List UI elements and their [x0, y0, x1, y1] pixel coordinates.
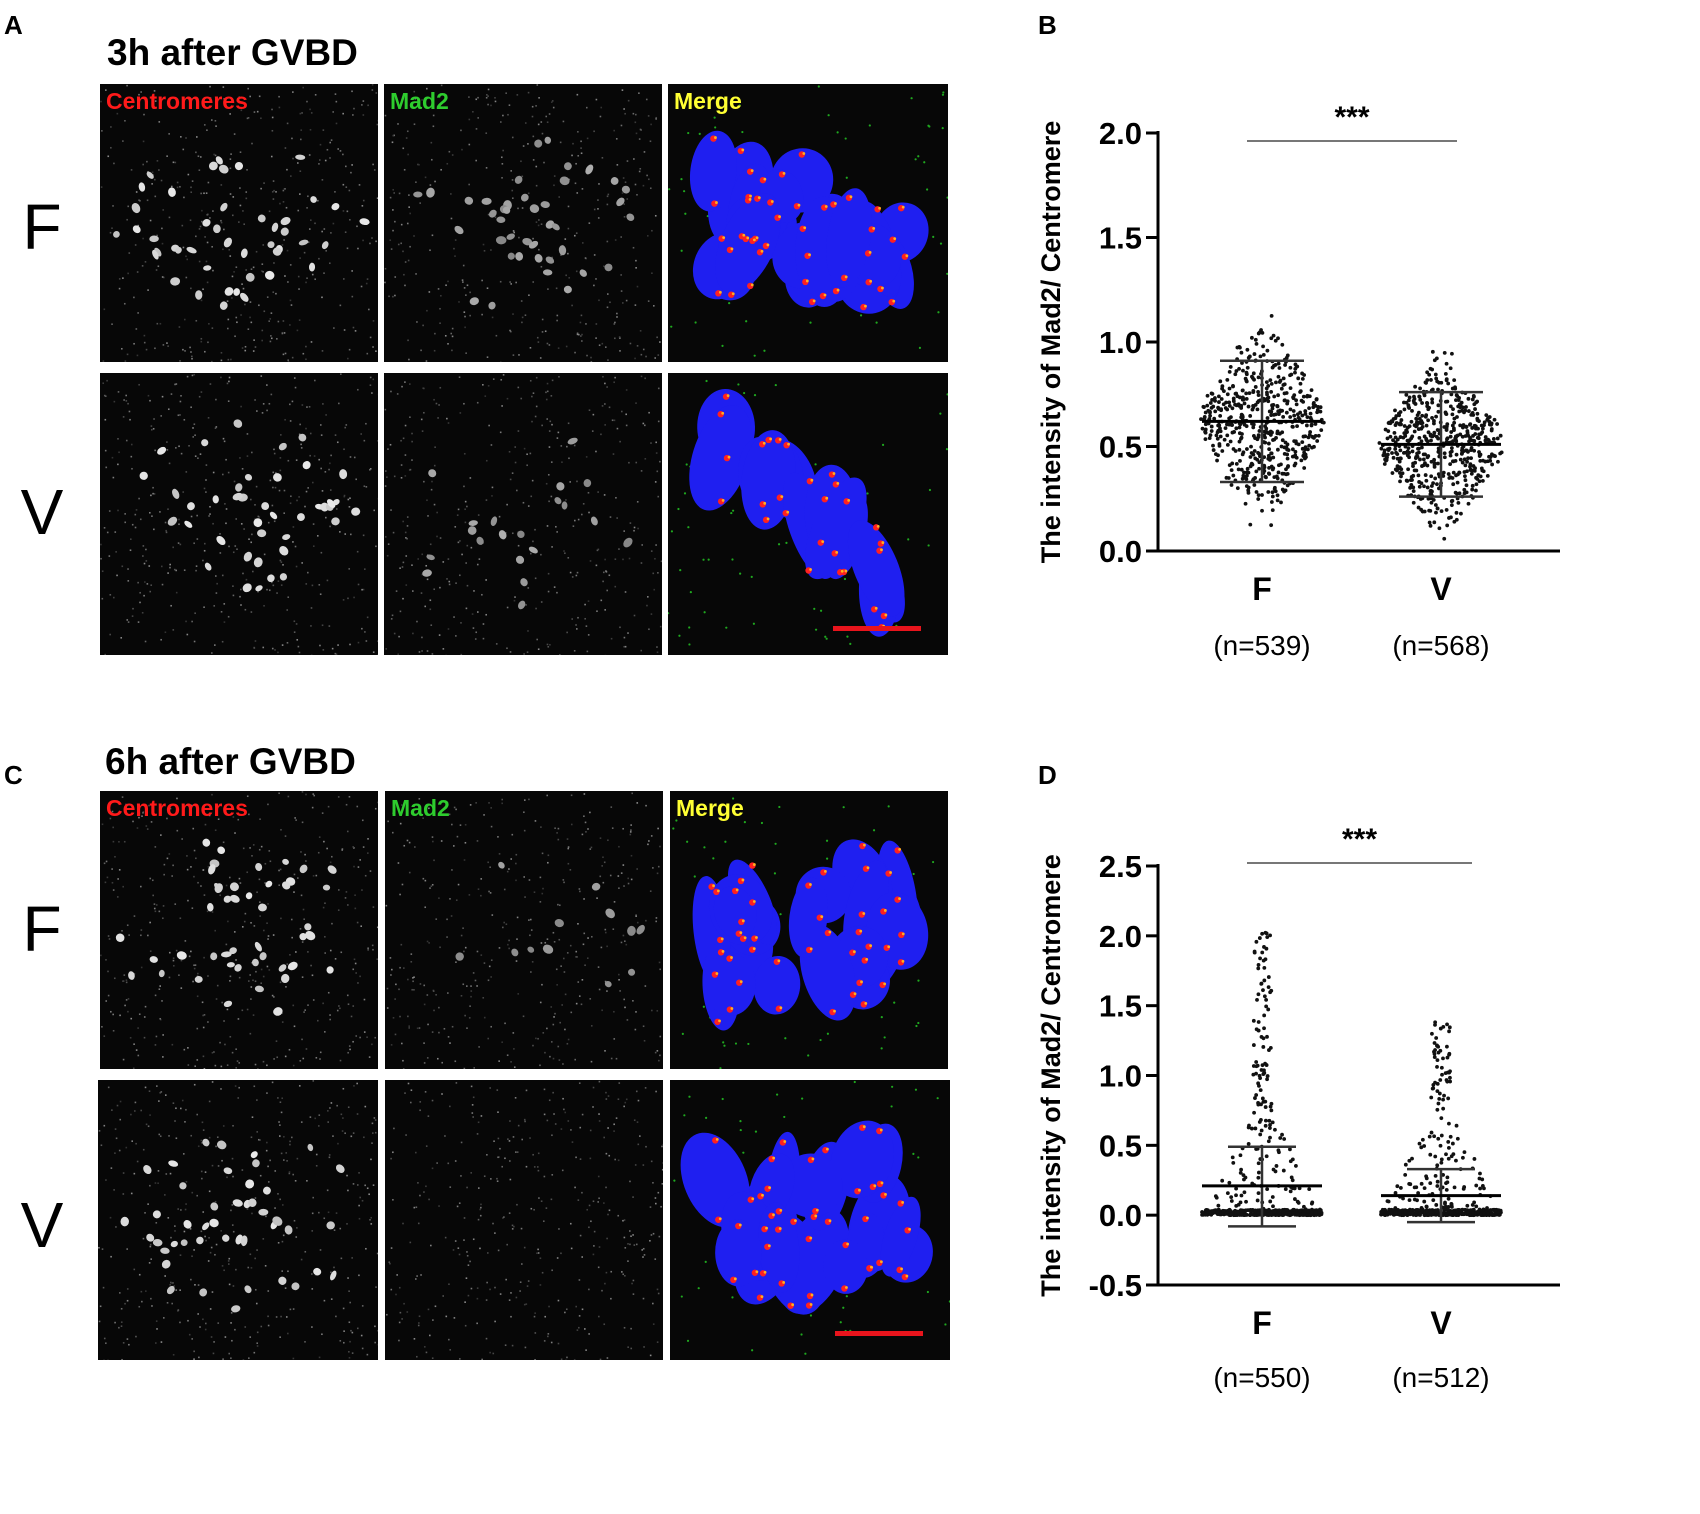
- channel-label-merge: Merge: [674, 88, 742, 114]
- micrograph-c-v-merge: [670, 1080, 950, 1360]
- micrograph-c-f-merge: Merge: [670, 791, 948, 1069]
- micrograph-image: [670, 791, 948, 1069]
- panel-c-row-label-f: F: [22, 893, 62, 965]
- micrograph-image: [385, 1080, 663, 1360]
- channel-label-centromeres: Centromeres: [106, 88, 248, 114]
- micrograph-c-v-mad2: [385, 1080, 663, 1360]
- micrograph-c-f-mad2: Mad2: [385, 791, 663, 1069]
- micrograph-image: [384, 84, 662, 362]
- panel-letter-d: D: [1038, 760, 1057, 790]
- y-tick-label: 2.5: [1099, 849, 1142, 884]
- micrograph-image: [668, 84, 948, 362]
- y-tick-label: 0.0: [1099, 534, 1142, 569]
- chart-b: 0.0 0.5 1.0 1.5 2.0 The intensity of Mad2/ Ce…: [0, 0, 1700, 700]
- scale-bar: [835, 1331, 923, 1336]
- micrograph-a-f-centromeres: Centromeres: [100, 84, 378, 362]
- y-tick-label: 1.5: [1099, 989, 1142, 1024]
- significance-label: ***: [1342, 823, 1377, 856]
- micrograph-a-f-merge: Merge: [668, 84, 948, 362]
- chart-svg: 0.0 0.5 1.0 1.5 2.0 The intensity of Mad2/ Ce…: [1036, 101, 1560, 661]
- panel-a-row-label-f: F: [22, 191, 62, 263]
- y-tick-label: 1.0: [1099, 1059, 1142, 1094]
- x-category-label: V: [1430, 1305, 1452, 1341]
- channel-label-merge-c: Merge: [676, 795, 744, 821]
- sample-size-label: (n=512): [1392, 1362, 1489, 1393]
- panel-letter-b: B: [1038, 10, 1057, 40]
- y-tick-label: 0.5: [1099, 1128, 1142, 1163]
- micrograph-image: [384, 373, 662, 655]
- y-tick-label: 0.0: [1099, 1198, 1142, 1233]
- micrograph-a-v-mad2: [384, 373, 662, 655]
- panel-c-row-label-v: V: [20, 1189, 64, 1261]
- sample-size-label: (n=539): [1213, 630, 1310, 661]
- panel-c-timepoint-title: 6h after GVBD: [105, 741, 356, 782]
- micrograph-a-f-mad2: Mad2: [384, 84, 662, 362]
- x-category-label: F: [1252, 571, 1272, 607]
- y-axis-label: The intensity of Mad2/ Centromere: [1036, 854, 1066, 1297]
- y-tick-label: -0.5: [1089, 1268, 1142, 1303]
- micrograph-c-f-centromeres: Centromeres: [100, 791, 378, 1069]
- micrograph-image: [385, 791, 663, 1069]
- y-tick-label: 1.5: [1099, 221, 1142, 256]
- micrograph-image: [668, 373, 948, 655]
- channel-label-mad2-c: Mad2: [391, 795, 450, 821]
- micrograph-a-v-centromeres: [100, 373, 378, 655]
- y-tick-label: 2.0: [1099, 919, 1142, 954]
- micrograph-a-v-merge: [668, 373, 948, 655]
- panel-a-row-label-v: V: [20, 476, 64, 548]
- micrograph-image: [98, 1080, 378, 1360]
- micrograph-image: [100, 84, 378, 362]
- channel-label-mad2: Mad2: [390, 88, 449, 114]
- x-category-label: V: [1430, 571, 1452, 607]
- y-tick-label: 2.0: [1099, 116, 1142, 151]
- panel-a-timepoint-title: 3h after GVBD: [107, 32, 358, 73]
- scale-bar: [833, 626, 921, 631]
- significance-label: ***: [1334, 101, 1369, 134]
- micrograph-image: [670, 1080, 950, 1360]
- y-tick-label: 1.0: [1099, 325, 1142, 360]
- panel-letter-c: C: [4, 760, 23, 790]
- y-tick-label: 0.5: [1099, 430, 1142, 465]
- micrograph-image: [100, 791, 378, 1069]
- scatter-points-f: [1200, 930, 1324, 1218]
- sample-size-label: (n=550): [1213, 1362, 1310, 1393]
- channel-label-centromeres-c: Centromeres: [106, 795, 248, 821]
- panel-letter-a: A: [4, 10, 23, 40]
- x-category-label: F: [1252, 1305, 1272, 1341]
- scatter-points-v: [1377, 349, 1504, 541]
- sample-size-label: (n=568): [1392, 630, 1489, 661]
- micrograph-c-v-centromeres: [98, 1080, 378, 1360]
- y-axis-label: The intensity of Mad2/ Centromere: [1036, 121, 1066, 564]
- micrograph-image: [100, 373, 378, 655]
